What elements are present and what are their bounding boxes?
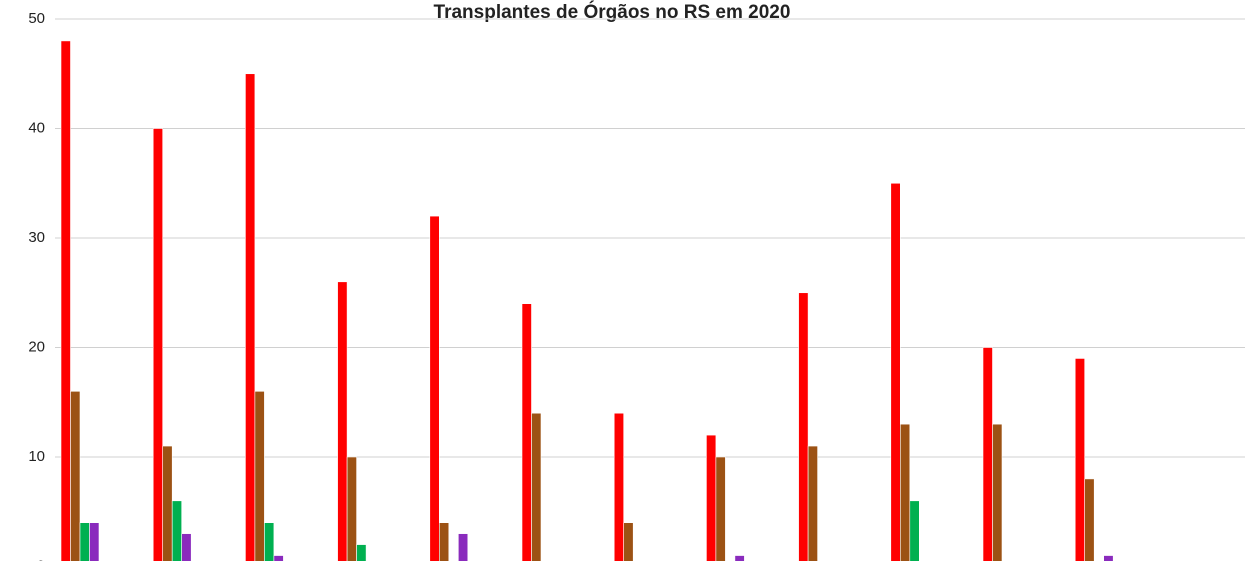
y-tick-label: 20 <box>28 338 45 355</box>
y-tick-label: 10 <box>28 448 45 465</box>
bar <box>1084 478 1095 561</box>
bar <box>613 412 625 561</box>
bar <box>429 215 440 561</box>
bar <box>807 445 818 561</box>
bar <box>79 522 90 561</box>
bar <box>734 555 745 561</box>
bar <box>60 40 71 561</box>
y-tick-label: 30 <box>28 229 45 246</box>
bar <box>457 533 469 561</box>
bar <box>254 390 265 561</box>
bar <box>152 128 163 561</box>
bar <box>909 500 920 561</box>
y-tick-label: 50 <box>28 10 45 27</box>
bar <box>899 423 911 561</box>
bar <box>273 555 284 561</box>
bar <box>356 544 367 561</box>
y-tick-label: 40 <box>28 119 45 136</box>
bar <box>992 423 1003 561</box>
bar <box>1074 358 1085 561</box>
bar <box>162 445 173 561</box>
bar <box>181 533 192 561</box>
bar <box>89 522 100 561</box>
bar <box>982 347 993 561</box>
bar <box>337 281 348 561</box>
bar <box>706 434 717 561</box>
bar <box>1103 555 1114 561</box>
bar <box>438 522 450 561</box>
bar <box>346 456 357 561</box>
bar <box>70 390 81 561</box>
bar <box>890 182 901 561</box>
bar <box>264 522 275 561</box>
chart-title: Transplantes de Órgãos no RS em 2020 <box>434 1 791 23</box>
bar <box>715 456 726 561</box>
bar <box>171 500 182 561</box>
bar <box>245 73 256 561</box>
y-tick-label: 0 <box>37 557 45 561</box>
bar <box>623 522 634 561</box>
bar <box>521 303 532 561</box>
bar <box>531 412 542 561</box>
bar <box>798 292 809 561</box>
